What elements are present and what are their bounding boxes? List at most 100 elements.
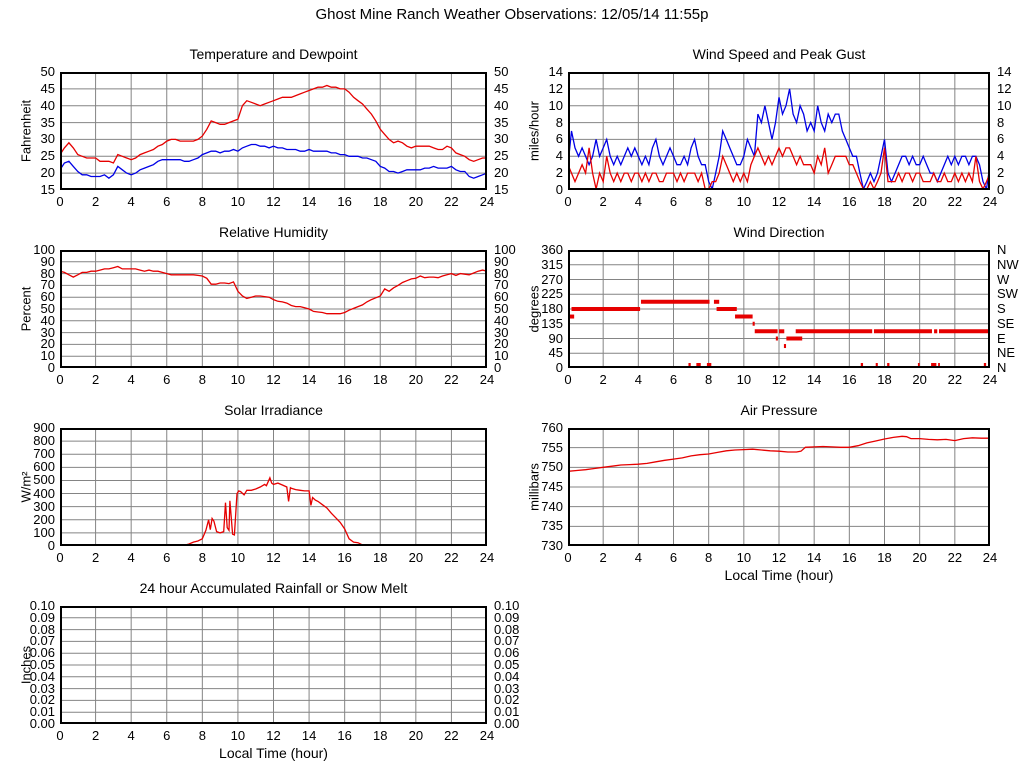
ytick-label: N: [997, 360, 1007, 375]
ytick-label: 80: [494, 265, 509, 281]
xtick-label: 12: [266, 550, 281, 565]
ytick-label: 100: [33, 524, 55, 540]
ytick-label: W: [997, 271, 1010, 287]
xtick-label: 22: [444, 194, 459, 209]
xtick-label: 4: [127, 194, 135, 209]
ytick-label: 50: [494, 301, 509, 316]
chart-title: Wind Speed and Peak Gust: [692, 46, 866, 62]
ytick-label: 730: [541, 538, 563, 553]
page-title: Ghost Mine Ranch Weather Observations: 1…: [315, 6, 709, 23]
xtick-label: 10: [230, 728, 246, 743]
xtick-label: 22: [444, 728, 459, 743]
ytick-label: 20: [40, 336, 55, 352]
ytick-label: N: [997, 242, 1007, 257]
plot-rainfall: [60, 606, 487, 724]
ytick-label: 12: [997, 80, 1012, 96]
xtick-label: 2: [91, 550, 100, 565]
ytick-label: 0.08: [494, 621, 520, 637]
ytick-label: 0.00: [494, 716, 520, 731]
ytick-label: 0.06: [494, 645, 520, 661]
ytick-label: 0.04: [494, 668, 520, 684]
ytick-label: 4: [555, 148, 563, 164]
xtick-label: 2: [91, 372, 100, 387]
xtick-label: 12: [771, 194, 787, 209]
xtick-label: 10: [736, 372, 752, 387]
ytick-label: 30: [40, 324, 55, 340]
ytick-label: 10: [997, 97, 1012, 113]
ytick-label: NE: [997, 345, 1016, 361]
xtick-label: 18: [877, 372, 892, 387]
xtick-label: 0: [564, 550, 572, 565]
ytick-label: 180: [541, 301, 563, 316]
ytick-label: 750: [541, 459, 563, 475]
xtick-label: 6: [669, 550, 678, 565]
ytick-label: 400: [33, 485, 55, 501]
chart-temperature-dewpoint: Temperature and Dewpoint Fahrenheit 15 15…: [0, 46, 520, 236]
xtick-label: 10: [736, 194, 752, 209]
xtick-label: 12: [771, 372, 787, 387]
ytick-label: 0: [47, 360, 55, 375]
ytick-label: 0.09: [29, 609, 55, 625]
xtick-label: 6: [669, 194, 678, 209]
xtick-label: 18: [373, 372, 388, 387]
ytick-label: 4: [997, 148, 1005, 164]
ytick-label: 0.10: [494, 598, 520, 613]
xtick-label: 4: [634, 550, 642, 565]
ytick-label: 270: [541, 271, 563, 287]
xtick-label: 2: [91, 194, 100, 209]
xtick-label: 20: [408, 728, 424, 743]
xtick-label: 24: [982, 372, 998, 387]
xtick-label: 16: [337, 728, 352, 743]
plot-wind-speed-gust: [568, 72, 990, 190]
ytick-label: 0.10: [29, 598, 55, 613]
ytick-label: 25: [494, 148, 509, 164]
xtick-label: 24: [479, 550, 495, 565]
xtick-label: 10: [230, 194, 246, 209]
ytick-label: 360: [541, 242, 563, 257]
xtick-label: 8: [198, 194, 206, 209]
ytick-label: 20: [40, 165, 55, 181]
xtick-label: 4: [127, 728, 135, 743]
ytick-label: 50: [40, 301, 55, 316]
ytick-label: 0.03: [29, 680, 55, 696]
ytick-label: 15: [40, 182, 55, 197]
ytick-label: 40: [40, 312, 55, 328]
xtick-label: 8: [198, 728, 206, 743]
ytick-label: 500: [33, 472, 55, 488]
ytick-label: 80: [40, 265, 55, 281]
xtick-label: 16: [337, 550, 352, 565]
xtick-label: 20: [912, 550, 927, 565]
xtick-label: 16: [842, 550, 857, 565]
ytick-label: 0.05: [494, 657, 520, 672]
ytick-label: 35: [494, 114, 509, 130]
xtick-label: 4: [634, 372, 642, 387]
ytick-label: 8: [997, 114, 1005, 130]
xtick-label: 2: [599, 550, 607, 565]
chart-title: Relative Humidity: [219, 224, 328, 240]
ytick-label: 60: [494, 289, 509, 305]
ytick-label: 70: [40, 277, 55, 293]
chart-rainfall: 24 hour Accumulated Rainfall or Snow Mel…: [0, 580, 520, 768]
xtick-label: 8: [198, 550, 206, 565]
xtick-label: 6: [163, 194, 171, 209]
xtick-label: 14: [301, 728, 317, 743]
ytick-label: 0.02: [29, 692, 55, 708]
ytick-label: 200: [33, 511, 55, 527]
xtick-label: 10: [736, 550, 752, 565]
ytick-label: 0.08: [29, 621, 55, 637]
xtick-label: 12: [266, 194, 281, 209]
ytick-label: 15: [494, 182, 509, 197]
ytick-label: 20: [494, 165, 509, 181]
chart-air-pressure: Air Pressure millibars Local Time (hour)…: [508, 402, 1024, 592]
ytick-label: 14: [548, 64, 563, 79]
ytick-label: 30: [494, 324, 509, 340]
ytick-label: 40: [494, 97, 509, 113]
ytick-label: 0: [494, 360, 502, 375]
ytick-label: 0: [47, 538, 55, 553]
xtick-label: 22: [444, 372, 459, 387]
ytick-label: 755: [541, 439, 563, 455]
ytick-label: SW: [997, 286, 1018, 302]
ytick-label: 0: [555, 182, 563, 197]
ytick-label: 0.01: [29, 704, 55, 720]
ytick-label: 10: [40, 348, 55, 364]
